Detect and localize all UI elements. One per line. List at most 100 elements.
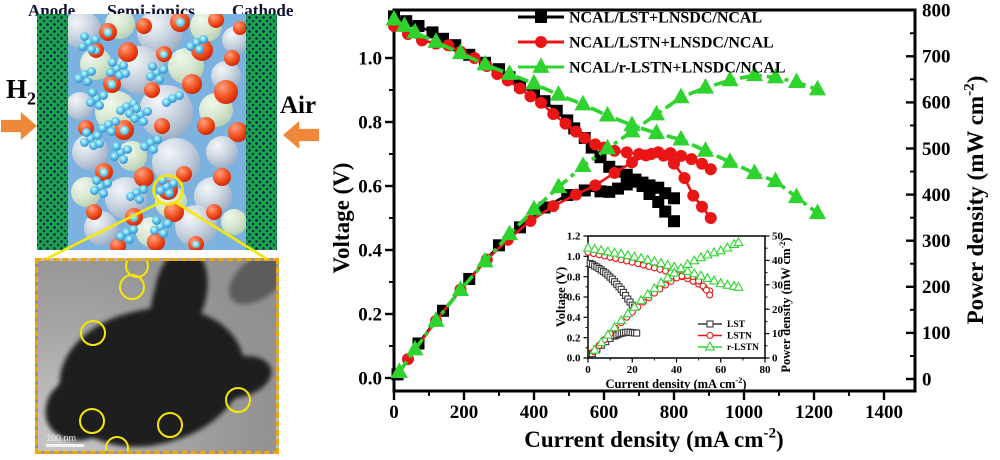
oxide-sphere — [114, 120, 134, 140]
svg-text:10: 10 — [772, 328, 784, 340]
proton-dot — [118, 154, 128, 164]
proton-dot — [90, 34, 100, 44]
proton-dot — [161, 97, 171, 107]
proton-dot — [79, 137, 89, 147]
svg-text:1400: 1400 — [865, 402, 903, 423]
proton-dot — [154, 74, 164, 84]
svg-text:700: 700 — [922, 47, 951, 68]
proton-dot — [95, 181, 105, 191]
proton-dot — [111, 141, 121, 151]
nanoparticle-circle-icon — [157, 412, 183, 438]
proton-dot — [107, 57, 117, 67]
oxide-sphere — [144, 82, 160, 98]
ion-core — [100, 168, 109, 177]
proton-dot — [82, 76, 92, 86]
oxide-sphere — [182, 74, 202, 94]
oxide-sphere — [156, 46, 172, 62]
proton-dot — [148, 144, 158, 154]
proton-dot — [115, 231, 125, 241]
svg-text:Voltage (V): Voltage (V) — [554, 267, 568, 327]
hydrogen-label: H2 — [6, 74, 37, 109]
proton-dot — [168, 178, 178, 188]
oxide-sphere — [224, 50, 240, 66]
svg-text:0.8: 0.8 — [358, 112, 382, 133]
proton-dot — [89, 185, 99, 195]
svg-text:0: 0 — [585, 364, 591, 376]
svg-text:r-LSTN: r-LSTN — [727, 343, 759, 353]
proton-dot — [147, 61, 157, 71]
svg-text:20: 20 — [627, 364, 639, 376]
oxide-sphere — [99, 23, 117, 41]
oxide-sphere — [86, 204, 102, 220]
oxide-sphere — [188, 236, 204, 250]
svg-text:0.2: 0.2 — [358, 304, 382, 325]
proton-dot — [102, 178, 112, 188]
proton-dot — [142, 106, 152, 116]
proton-dot — [124, 108, 134, 118]
proton-dot — [194, 44, 204, 54]
svg-text:0.4: 0.4 — [358, 240, 382, 261]
proton-dot — [185, 41, 195, 51]
performance-chart-panel: 0 200 400 600 800 1000 1200 1400 0.0 0.2 0.4 0.6 0.8… — [329, 0, 1000, 460]
proton-dot — [191, 37, 201, 47]
svg-text:200: 200 — [450, 402, 479, 423]
ion-core — [192, 240, 200, 249]
proton-dot — [151, 67, 161, 77]
svg-text:0.4: 0.4 — [567, 312, 581, 324]
svg-text:20: 20 — [772, 304, 784, 316]
proton-dot — [91, 93, 101, 103]
proton-dot — [94, 100, 104, 110]
proton-dot — [103, 119, 113, 129]
proton-dot — [86, 66, 96, 76]
oxide-sphere — [170, 14, 190, 32]
iv-power-chart: 0 200 400 600 800 1000 1200 14000.00.20.40.60.8… — [329, 0, 988, 452]
proton-dot — [110, 116, 120, 126]
svg-text:40: 40 — [772, 255, 784, 267]
hydrogen-arrow-icon — [1, 112, 37, 140]
proton-dot — [87, 87, 97, 97]
proton-dot — [129, 113, 139, 123]
svg-text:Current density (mA cm-2): Current density (mA cm-2) — [605, 376, 746, 391]
svg-text:0: 0 — [922, 369, 932, 390]
proton-dot — [157, 175, 167, 185]
oxide-sphere — [233, 21, 246, 35]
proton-dot — [131, 103, 141, 113]
svg-text:Power density (mW cm-2): Power density (mW cm-2) — [960, 76, 988, 325]
proton-dot — [135, 109, 145, 119]
ion-core — [92, 46, 100, 55]
svg-text:600: 600 — [590, 402, 619, 423]
svg-text:Power density (mW cm-2): Power density (mW cm-2) — [778, 237, 793, 372]
svg-text:500: 500 — [922, 139, 951, 160]
nanoparticle-circle-icon — [80, 320, 106, 346]
svg-text:0.0: 0.0 — [358, 368, 382, 389]
svg-text:1.0: 1.0 — [358, 48, 382, 69]
svg-text:0.6: 0.6 — [567, 292, 581, 304]
oxide-sphere — [176, 166, 192, 182]
proton-dot — [131, 187, 141, 197]
nanoparticle-circle-icon — [105, 436, 129, 451]
ion-core — [108, 80, 117, 89]
proton-dot — [86, 44, 96, 54]
proton-dot — [125, 191, 135, 201]
svg-text:0: 0 — [772, 353, 778, 365]
proton-dot — [139, 141, 149, 151]
proton-dot — [85, 97, 95, 107]
proton-dot — [77, 41, 87, 51]
oxide-sphere — [208, 14, 224, 28]
oxide-sphere — [125, 208, 143, 226]
ion-core — [175, 18, 185, 28]
proton-dot — [122, 144, 132, 154]
svg-text:50: 50 — [772, 231, 784, 243]
svg-text:1000: 1000 — [725, 402, 763, 423]
tem-scalebar-label: 100 nm — [46, 433, 77, 443]
proton-dot — [111, 63, 121, 73]
cathode-electrode-bar — [246, 14, 277, 250]
oxide-sphere — [134, 167, 154, 187]
svg-text:1.2: 1.2 — [567, 231, 581, 243]
svg-text:800: 800 — [660, 402, 689, 423]
svg-text:400: 400 — [520, 402, 549, 423]
svg-text:0: 0 — [389, 402, 399, 423]
proton-dot — [124, 234, 134, 244]
proton-dot — [145, 137, 155, 147]
